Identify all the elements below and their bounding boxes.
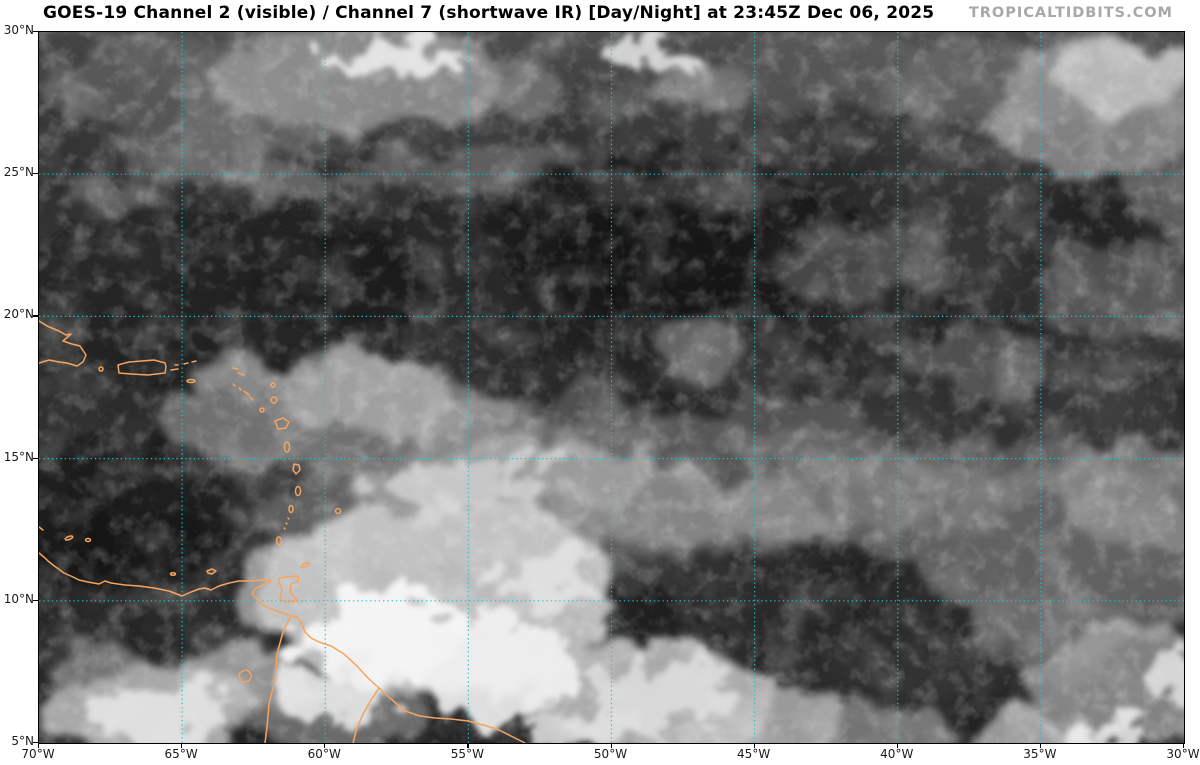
lon-tick — [324, 743, 326, 748]
coast-virgin-islands — [170, 360, 197, 371]
coast-lagoon — [238, 669, 252, 683]
coast-hispaniola — [39, 320, 87, 367]
coastlines — [39, 320, 526, 743]
coast-curacao — [64, 535, 74, 541]
coast-st-croix — [186, 378, 196, 384]
coast-trinidad — [278, 575, 299, 603]
coast-montserrat — [259, 407, 265, 413]
lon-tick — [1039, 743, 1042, 748]
lon-tick-label: 30°W — [1166, 747, 1200, 761]
lon-tick — [610, 743, 612, 748]
satellite-imagery — [39, 32, 1184, 743]
coast-st-vincent — [288, 504, 294, 514]
satellite-map — [38, 31, 1185, 744]
coast-martinique — [292, 463, 301, 475]
lon-tick-label: 70°W — [21, 747, 55, 761]
lon-tick-label: 55°W — [450, 747, 484, 761]
lat-tick — [33, 599, 38, 601]
coast-grenada — [275, 536, 283, 546]
lat-tick — [33, 31, 38, 33]
coast-tobago — [300, 561, 310, 569]
lon-tick — [896, 743, 898, 748]
coast-aruba — [39, 526, 44, 531]
coast-barbuda — [270, 382, 276, 388]
lat-tick — [33, 173, 38, 175]
coast-puerto-rico — [117, 359, 167, 376]
lat-tick-label: 5°N — [11, 734, 34, 748]
coast-antigua — [270, 396, 278, 404]
lon-tick-label: 45°W — [737, 747, 771, 761]
coast-guadeloupe — [274, 417, 290, 430]
lat-tick-label: 20°N — [3, 307, 34, 322]
lat-tick — [33, 315, 38, 317]
lat-tick-label: 25°N — [3, 165, 34, 180]
coast-la-tortuga — [169, 572, 177, 576]
lat-tick-label: 15°N — [3, 449, 34, 464]
coast-bonaire — [84, 537, 92, 543]
lon-tick — [467, 743, 469, 748]
lon-tick-label: 40°W — [880, 747, 914, 761]
coast-south-america — [39, 552, 526, 743]
lat-tick-label: 10°N — [3, 591, 34, 606]
lat-tick — [33, 457, 38, 459]
lon-tick-label: 35°W — [1023, 747, 1057, 761]
lon-tick — [1183, 743, 1185, 748]
coast-barbados — [334, 507, 342, 515]
image-title: GOES-19 Channel 2 (visible) / Channel 7 … — [43, 3, 935, 23]
latlon-grid — [39, 32, 1184, 743]
lon-tick-label: 60°W — [307, 747, 341, 761]
site-watermark: TROPICALTIDBITS.COM — [968, 5, 1173, 21]
coast-mona-island — [98, 366, 104, 372]
lon-tick-label: 65°W — [164, 747, 198, 761]
lon-tick — [38, 743, 40, 748]
lon-tick — [753, 743, 755, 748]
bright-cloud-cores — [87, 38, 1184, 743]
river-essequibo — [352, 687, 380, 743]
lat-tick-label: 30°N — [3, 23, 34, 37]
coast-st-lucia — [294, 485, 302, 497]
coast-dominica — [283, 441, 291, 453]
lon-tick-label: 50°W — [593, 747, 628, 761]
lon-tick — [181, 743, 183, 748]
coast-margarita — [206, 568, 217, 575]
river-orinoco — [264, 615, 292, 743]
lat-tick — [33, 742, 38, 744]
coast-leeward-islands — [232, 367, 254, 401]
coast-grenadines — [283, 517, 290, 530]
